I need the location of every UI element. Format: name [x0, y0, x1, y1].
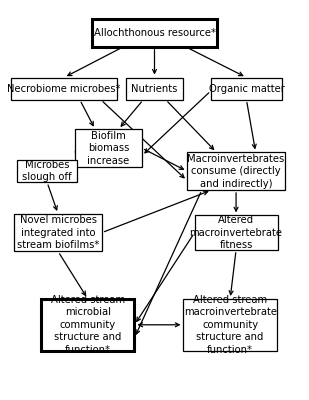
- FancyBboxPatch shape: [184, 299, 277, 351]
- Text: Macroinvertebrates
consume (directly
and indirectly): Macroinvertebrates consume (directly and…: [188, 154, 285, 189]
- Text: Altered stream
macroinvertebrate
community
structure and
function*: Altered stream macroinvertebrate communi…: [184, 295, 277, 355]
- Text: Allochthonous resource*: Allochthonous resource*: [94, 28, 215, 38]
- Text: Nutrients: Nutrients: [131, 84, 178, 94]
- Text: Microbes
slough off: Microbes slough off: [22, 160, 72, 182]
- FancyBboxPatch shape: [41, 299, 134, 351]
- FancyBboxPatch shape: [17, 160, 77, 182]
- Text: Altered
macroinvertebrate
fitness: Altered macroinvertebrate fitness: [190, 215, 282, 250]
- FancyBboxPatch shape: [195, 215, 277, 250]
- FancyBboxPatch shape: [14, 214, 102, 252]
- Text: Necrobiome microbes*: Necrobiome microbes*: [7, 84, 121, 94]
- FancyBboxPatch shape: [75, 129, 142, 167]
- Text: Altered stream
microbial
community
structure and
function*: Altered stream microbial community struc…: [51, 295, 125, 355]
- FancyBboxPatch shape: [11, 78, 117, 100]
- FancyBboxPatch shape: [187, 152, 285, 190]
- Text: Biofilm
biomass
increase: Biofilm biomass increase: [87, 131, 130, 166]
- FancyBboxPatch shape: [92, 19, 217, 47]
- Text: Organic matter: Organic matter: [209, 84, 284, 94]
- FancyBboxPatch shape: [211, 78, 282, 100]
- FancyBboxPatch shape: [126, 78, 183, 100]
- Text: Novel microbes
integrated into
stream biofilms*: Novel microbes integrated into stream bi…: [17, 215, 99, 250]
